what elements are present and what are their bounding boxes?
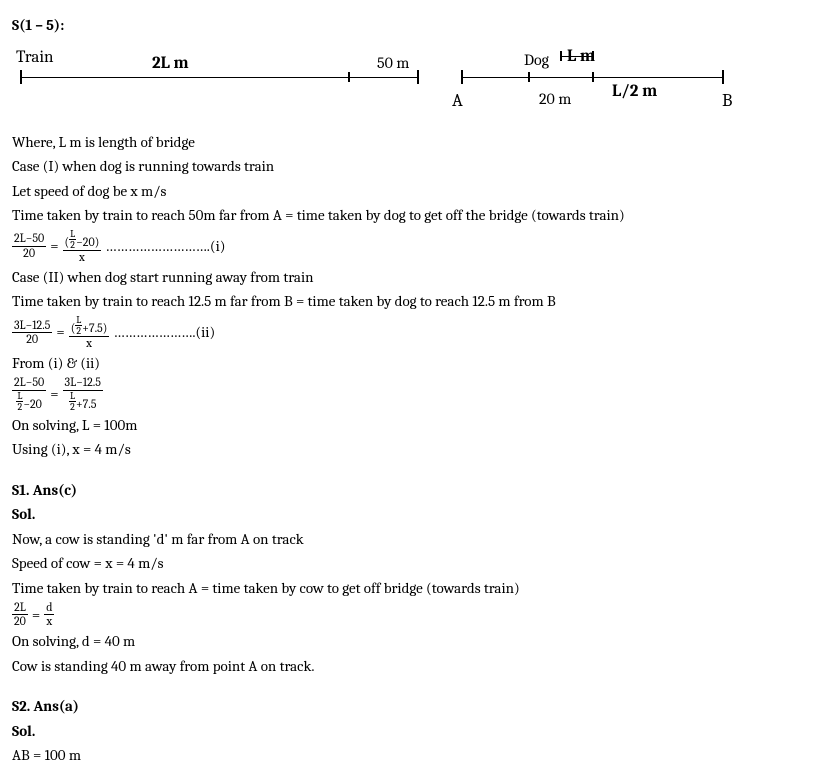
s1-line4: On solving, d = 40 m [12,630,817,653]
label-2l: 2L m [152,51,189,77]
label-50m: 50 m [377,51,409,75]
let-speed-text: Let speed of dog be x m/s [12,180,817,203]
tick-b [722,70,724,84]
eq1-lhs-den: 20 [12,247,46,260]
train-track-line [20,77,417,78]
equals-sign: = [50,383,58,406]
tick-50m-end [417,70,419,84]
eq3-lhs-den: L2−20 [12,391,46,412]
s1-heading: S1. Ans(c) [12,479,817,502]
s2-heading: S2. Ans(a) [12,695,817,718]
eq1-rhs-num: (L2−20) [63,229,102,251]
solve-l-text: On solving, L = 100m [12,414,817,437]
s1-line3: Time taken by train to reach A = time ta… [12,577,817,600]
where-text: Where, L m is length of bridge [12,131,817,154]
tick-50m-start [348,72,350,82]
time1-text: Time taken by train to reach 50m far fro… [12,204,817,227]
s1-line5: Cow is standing 40 m away from point A o… [12,655,817,678]
s1-eq-lhs-num: 2L [12,601,28,615]
label-l2m: L/2 m [612,79,657,105]
s2-sol: Sol. [12,720,817,743]
eq1-lhs: 2L−50 20 [12,232,46,259]
s2-line1: AB = 100 m [12,744,817,767]
eq3-rhs: 3L−12.5 L2+7.5 [63,376,103,411]
equals-sign: = [32,604,40,627]
from-text: From (i) & (ii) [12,352,817,375]
s1-line2: Speed of cow = x = 4 m/s [12,552,817,575]
equation-3: 2L−50 L2−20 = 3L−12.5 L2+7.5 [12,376,817,411]
equation-2: 3L−12.5 20 = (L2+7.5) x ………………….(ii) [12,315,817,350]
equals-sign: = [50,235,58,258]
point-b: B [722,87,732,114]
s1-eq-lhs-den: 20 [12,615,28,628]
case2-text: Case (II) when dog start running away fr… [12,266,817,289]
eq1-label: ……………………….(i) [105,235,225,258]
label-20m: 20 m [539,87,571,111]
s1-eq-lhs: 2L 20 [12,601,28,628]
eq1-rhs: (L2−20) x [63,229,102,264]
tick-20-left [528,72,530,82]
eq1-lhs-num: 2L−50 [12,232,46,246]
eq3-lhs-num: 2L−50 [12,376,46,390]
section-header: S(1 – 5): [12,14,817,37]
s1-equation: 2L 20 = d x [12,601,817,628]
using-i-text: Using (i), x = 4 m/s [12,438,817,461]
time2-text: Time taken by train to reach 12.5 m far … [12,290,817,313]
s1-sol: Sol. [12,503,817,526]
eq2-lhs: 3L−12.5 20 [12,319,52,346]
eq3-rhs-den: L2+7.5 [63,391,103,412]
eq2-label: ………………….(ii) [113,321,215,344]
eq1-rhs-den: x [63,251,102,264]
equation-1: 2L−50 20 = (L2−20) x ……………………….(i) [12,229,817,264]
train-label: Train [16,45,54,71]
s1-eq-rhs-num: d [44,601,54,615]
tick-start [20,70,22,84]
eq2-rhs: (L2+7.5) x [69,315,110,350]
s1-line1: Now, a cow is standing 'd' m far from A … [12,528,817,551]
eq2-rhs-num: (L2+7.5) [69,315,110,337]
case1-text: Case (I) when dog is running towards tra… [12,155,817,178]
eq3-lhs: 2L−50 L2−20 [12,376,46,411]
dog-label: Dog [524,48,549,72]
tick-lm-right [592,51,594,61]
equals-sign: = [56,321,64,344]
s1-eq-rhs: d x [44,601,54,628]
problem-diagram: Train 2L m 50 m A Dog L m 20 m L/2 m B [12,45,732,125]
s1-eq-rhs-den: x [44,615,54,628]
lm-underline [560,56,592,57]
eq2-lhs-den: 20 [12,333,52,346]
eq3-rhs-num: 3L−12.5 [63,376,103,390]
eq2-rhs-den: x [69,337,110,350]
tick-a [461,70,463,84]
eq2-lhs-num: 3L−12.5 [12,319,52,333]
tick-20-right [592,72,594,82]
point-a: A [452,87,463,114]
